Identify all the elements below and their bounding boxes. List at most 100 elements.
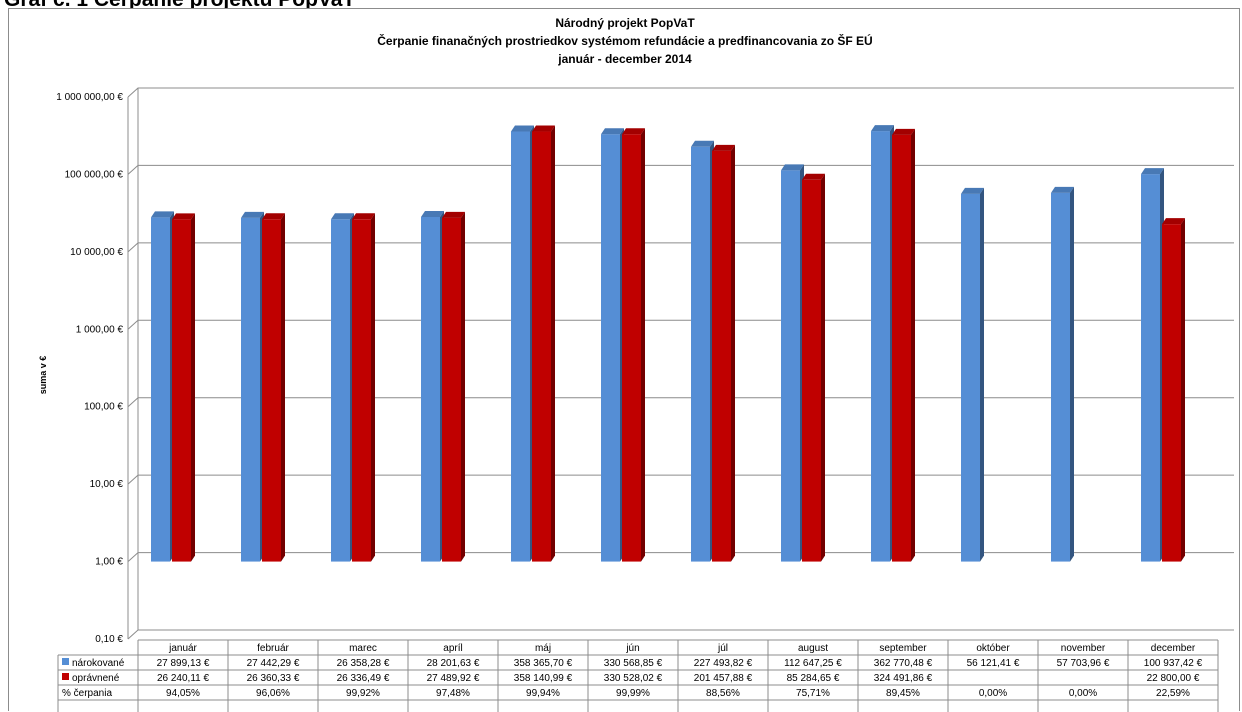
bar-top (1162, 218, 1185, 225)
chart-frame: Národný projekt PopVaT Čerpanie finanačn… (8, 8, 1240, 712)
bar-oprávnené-júl (712, 144, 735, 562)
bar-top (331, 213, 354, 220)
data-label-1-3: 27 489,92 € (427, 673, 480, 684)
bar-side (911, 128, 915, 562)
data-label-0-8: 362 770,48 € (874, 658, 933, 669)
bar-side (551, 125, 555, 562)
bar-front (532, 131, 551, 562)
page-heading: Graf č. 1 Čerpanie projektu PopVaT (4, 0, 355, 13)
bar-oprávnené-september (892, 128, 915, 562)
bar-nárokované-august (781, 164, 804, 562)
bar-oprávnené-august (802, 173, 825, 562)
bar-top (601, 128, 624, 135)
data-label-1-0: 26 240,11 € (157, 673, 210, 684)
data-label-1-7: 85 284,65 € (787, 673, 840, 684)
percent-label-4: 99,94% (526, 688, 560, 699)
bar-nárokované-apríl (421, 210, 444, 562)
percent-label-8: 89,45% (886, 688, 920, 699)
bar-oprávnené-december (1162, 218, 1185, 562)
bar-front (892, 134, 911, 562)
legend-swatch-1 (62, 673, 69, 680)
percent-label-7: 75,71% (796, 688, 830, 699)
y-tick-label-0: 1 000 000,00 € (56, 92, 123, 103)
percent-row-label: % čerpania (62, 688, 112, 699)
chart-title: Národný projekt PopVaT (555, 16, 695, 30)
bar-front (352, 219, 371, 562)
data-table: január február marec apríl máj jún júl august se… (57, 639, 1219, 712)
bar-top (892, 128, 915, 135)
bar-front (1162, 224, 1181, 562)
bar-front (871, 131, 890, 562)
percent-label-3: 97,48% (436, 688, 470, 699)
data-label-1-1: 26 360,33 € (247, 673, 300, 684)
bar-oprávnené-jún (622, 128, 645, 562)
bar-front (1141, 174, 1160, 562)
gridline-1 (127, 164, 1234, 175)
chart-period: január - december 2014 (557, 52, 692, 66)
gridline-7 (127, 629, 1234, 640)
bar-nárokované-jún (601, 128, 624, 562)
y-tick-label-3: 1 000,00 € (76, 324, 124, 335)
bar-front (511, 131, 530, 562)
bar-top (352, 213, 375, 220)
bar-side (731, 144, 735, 562)
bar-nárokované-október (961, 187, 984, 562)
bar-side (371, 213, 375, 562)
bar-top (241, 211, 264, 218)
bar-top (1141, 168, 1164, 175)
bar-side (191, 213, 195, 562)
bar-front (151, 217, 170, 562)
bar-front (262, 219, 281, 562)
bar-side (1070, 186, 1074, 562)
category-label-9: október (976, 643, 1010, 654)
bar-nárokované-máj (511, 125, 534, 562)
data-label-0-1: 27 442,29 € (247, 658, 300, 669)
bar-side (980, 187, 984, 562)
percent-label-2: 99,92% (346, 688, 380, 699)
bar-side (1181, 218, 1185, 562)
bar-front (442, 217, 461, 562)
bar-top (262, 213, 285, 220)
bar-top (511, 125, 534, 132)
bar-nárokované-marec (331, 213, 354, 562)
category-label-4: máj (535, 643, 551, 654)
bar-top (961, 187, 984, 194)
gridline-0 (127, 87, 1234, 98)
category-label-6: júl (717, 643, 728, 654)
bar-front (601, 134, 620, 562)
bar-top (712, 144, 735, 151)
percent-label-6: 88,56% (706, 688, 740, 699)
bar-front (241, 217, 260, 562)
chart-subtitle: Čerpanie finanačných prostriedkov systém… (377, 33, 872, 48)
data-label-1-4: 358 140,99 € (514, 673, 573, 684)
percent-label-11: 22,59% (1156, 688, 1190, 699)
category-label-10: november (1061, 643, 1106, 654)
bar-front (331, 219, 350, 562)
bar-top (532, 125, 555, 132)
bar-oprávnené-apríl (442, 211, 465, 562)
data-label-0-5: 330 568,85 € (604, 658, 663, 669)
y-tick-label-6: 1,00 € (95, 557, 123, 568)
data-label-0-11: 100 937,42 € (1144, 658, 1203, 669)
y-tick-label-4: 100,00 € (84, 402, 123, 413)
bar-front (712, 150, 731, 562)
percent-label-0: 94,05% (166, 688, 200, 699)
category-label-5: jún (625, 643, 639, 654)
bar-top (1051, 186, 1074, 193)
bar-nárokované-júl (691, 140, 714, 562)
data-label-0-2: 26 358,28 € (337, 658, 390, 669)
bar-top (622, 128, 645, 135)
category-label-7: august (798, 643, 828, 654)
bar-front (172, 219, 191, 562)
bar-side (821, 173, 825, 562)
bar-nárokované-september (871, 125, 894, 562)
bar-top (421, 210, 444, 217)
grid-layer (127, 87, 1234, 640)
percent-label-5: 99,99% (616, 688, 650, 699)
chart-svg: Národný projekt PopVaT Čerpanie finanačn… (38, 16, 1234, 712)
data-label-0-7: 112 647,25 € (784, 658, 842, 669)
bar-front (691, 146, 710, 562)
percent-label-10: 0,00% (1069, 688, 1097, 699)
legend-label-1: oprávnené (72, 673, 120, 684)
data-label-0-9: 56 121,41 € (967, 658, 1020, 669)
